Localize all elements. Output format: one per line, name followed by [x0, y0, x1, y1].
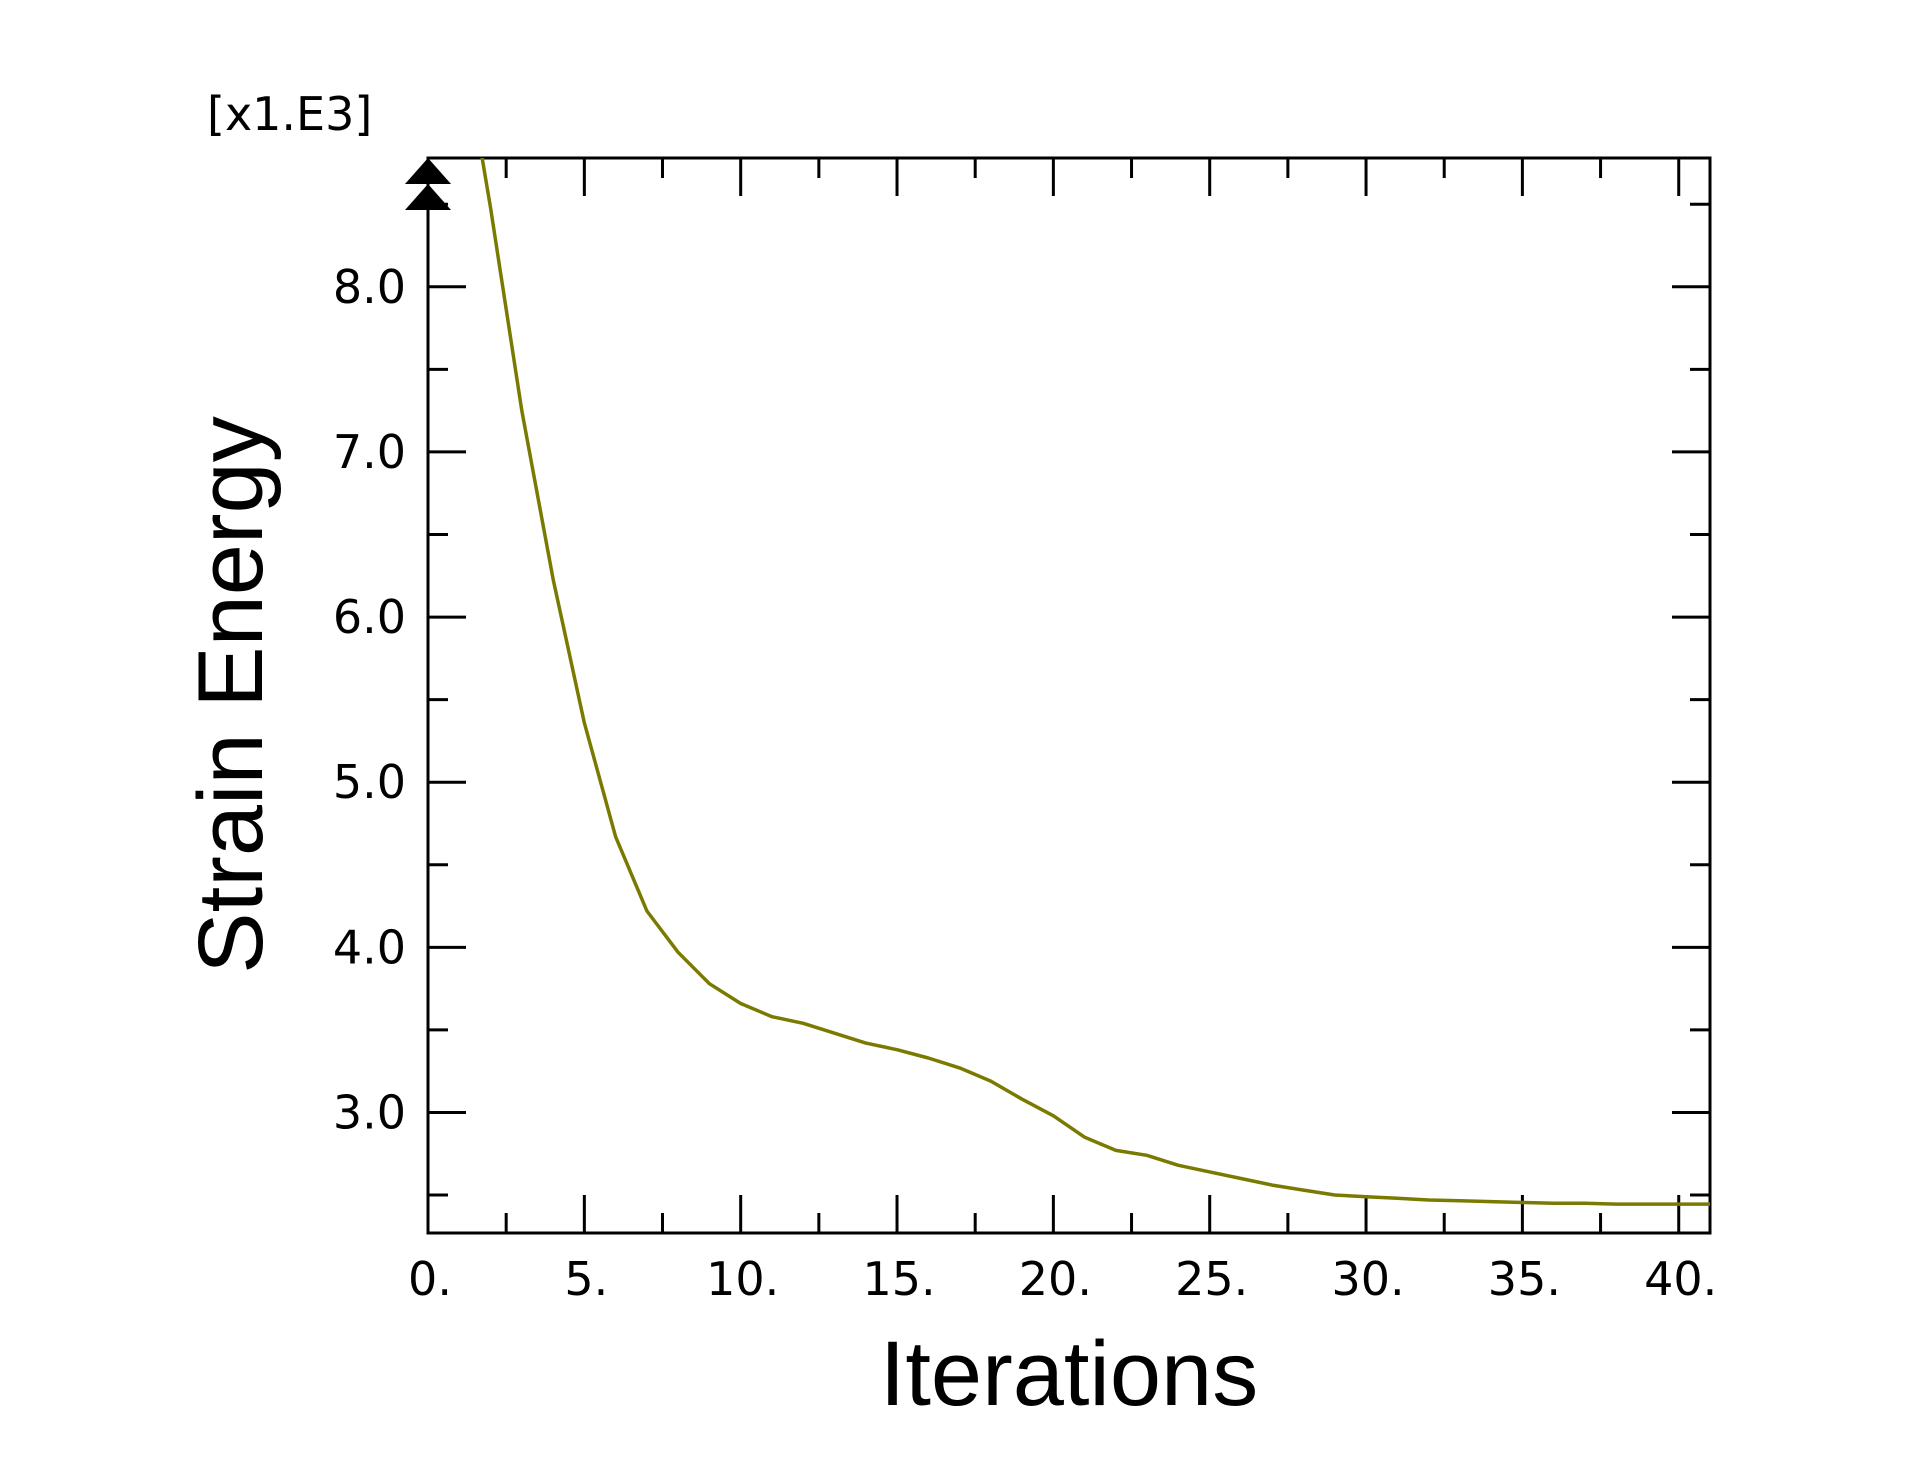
overflow-arrow-upper [405, 158, 451, 184]
y-axis-multiplier: [x1.E3] [207, 87, 372, 141]
x-tick-label: 0. [408, 1252, 452, 1306]
y-tick-label: 3.0 [333, 1085, 406, 1139]
y-tick-label: 5.0 [333, 755, 406, 809]
x-tick-label: 40. [1644, 1252, 1717, 1306]
overflow-arrow-lower [405, 184, 451, 210]
x-tick-label: 5. [564, 1252, 608, 1306]
axis-ticks [426, 158, 1710, 1233]
x-tick-labels: 0. 5. 10. 15. 20. 25. 30. 35. 40. [408, 1252, 1717, 1306]
x-tick-label: 35. [1488, 1252, 1561, 1306]
y-tick-label: 6.0 [333, 590, 406, 644]
y-axis-title: Strain Energy [180, 416, 282, 973]
x-axis-title: Iterations [880, 1323, 1258, 1425]
x-tick-label: 10. [706, 1252, 779, 1306]
x-tick-label: 25. [1175, 1252, 1248, 1306]
x-tick-label: 30. [1331, 1252, 1404, 1306]
overflow-marker [405, 158, 451, 210]
y-tick-labels: 3.0 4.0 5.0 6.0 7.0 8.0 [333, 260, 406, 1140]
y-tick-label: 4.0 [333, 920, 406, 974]
plot-frame [426, 156, 1712, 1235]
y-tick-label: 7.0 [333, 425, 406, 479]
x-tick-label: 15. [862, 1252, 935, 1306]
y-tick-label: 8.0 [333, 260, 406, 314]
series-line [480, 158, 1710, 1206]
x-tick-label: 20. [1019, 1252, 1092, 1306]
